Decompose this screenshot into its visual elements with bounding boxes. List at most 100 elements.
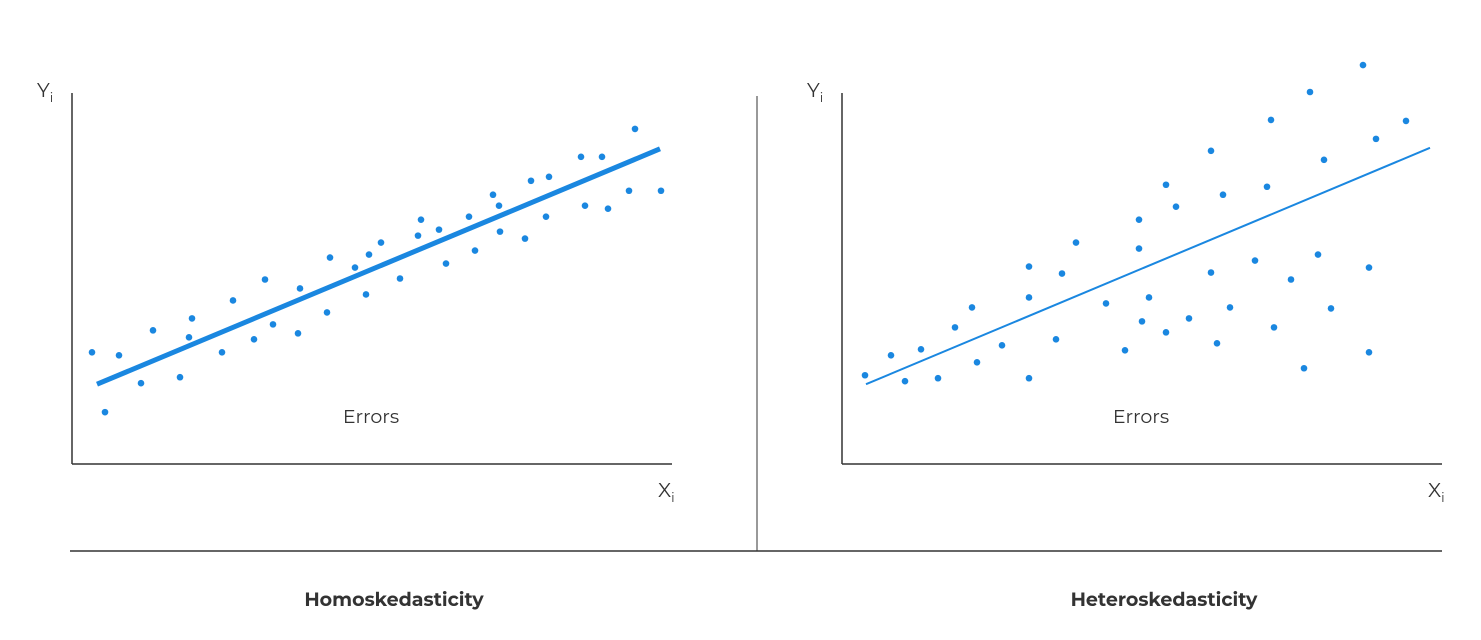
axis-label-sub: i	[820, 90, 824, 106]
data-point	[951, 324, 959, 331]
data-point	[417, 216, 425, 223]
axis-label: Xi	[1428, 479, 1445, 506]
data-point	[1058, 270, 1066, 277]
data-point	[1213, 340, 1221, 347]
data-point	[1402, 117, 1410, 125]
data-point	[917, 346, 925, 353]
data-point	[1251, 257, 1259, 264]
data-point	[521, 235, 529, 242]
data-point	[377, 239, 385, 246]
data-point	[545, 173, 553, 181]
axis-label-main: Y	[807, 79, 820, 103]
trend-line	[96, 146, 661, 387]
data-point	[1025, 263, 1033, 270]
data-point	[1207, 269, 1215, 276]
axis-label: Yi	[807, 79, 823, 106]
data-point	[115, 351, 123, 359]
data-point	[396, 275, 404, 282]
axis-label-sub: i	[671, 490, 675, 506]
data-point	[1135, 216, 1143, 223]
data-point	[88, 349, 96, 356]
data-point	[1145, 294, 1153, 301]
data-point	[1287, 276, 1295, 283]
data-point	[218, 349, 226, 356]
data-point	[1359, 61, 1367, 69]
data-point	[269, 321, 277, 328]
axis-label-sub: i	[1441, 490, 1445, 506]
data-point	[188, 315, 196, 322]
data-point	[185, 334, 193, 341]
data-point	[1102, 300, 1110, 307]
data-point	[365, 251, 373, 258]
data-point	[1072, 239, 1080, 246]
data-point	[496, 228, 504, 235]
data-point	[471, 247, 479, 254]
data-point	[1300, 364, 1308, 372]
data-point	[625, 187, 633, 195]
data-point	[1138, 318, 1146, 325]
data-point	[101, 408, 109, 416]
data-point	[1372, 135, 1380, 143]
data-point	[1207, 147, 1215, 155]
data-point	[1226, 304, 1234, 311]
data-point	[1320, 156, 1328, 164]
annotation: Errors	[343, 405, 399, 428]
data-point	[1267, 116, 1275, 124]
data-point	[250, 336, 258, 343]
data-point	[296, 285, 304, 292]
data-point	[998, 342, 1006, 349]
data-point	[351, 264, 359, 271]
data-point	[435, 226, 443, 233]
data-point	[495, 202, 503, 209]
data-point	[1365, 349, 1373, 356]
data-point	[1135, 245, 1143, 252]
data-point	[1327, 305, 1335, 312]
data-point	[442, 260, 450, 267]
chart-title: Heteroskedasticity	[1071, 588, 1258, 611]
data-point	[934, 374, 942, 382]
data-point	[1025, 374, 1033, 382]
data-point	[581, 202, 589, 209]
data-point	[604, 205, 612, 212]
data-point	[901, 377, 909, 385]
data-point	[1219, 191, 1227, 199]
data-point	[362, 291, 370, 298]
data-point	[1263, 183, 1271, 191]
data-point	[1025, 294, 1033, 301]
data-point	[1314, 251, 1322, 258]
data-point	[598, 153, 606, 161]
axis-label: Xi	[658, 479, 675, 506]
data-point	[1185, 315, 1193, 322]
data-point	[261, 276, 269, 283]
axis-label-main: X	[658, 479, 671, 503]
data-point	[137, 379, 145, 387]
data-point	[1052, 336, 1060, 343]
data-point	[542, 213, 550, 220]
data-point	[229, 297, 237, 304]
data-point	[489, 191, 497, 199]
data-point	[323, 309, 331, 316]
data-point	[887, 351, 895, 359]
data-point	[1121, 347, 1129, 354]
axis-label-main: X	[1428, 479, 1441, 503]
data-point	[465, 213, 473, 220]
data-point	[1306, 88, 1314, 96]
data-point	[527, 177, 535, 185]
data-point	[861, 371, 869, 379]
annotation: Errors	[1113, 405, 1169, 428]
data-point	[149, 327, 157, 334]
trend-line	[865, 146, 1431, 386]
data-point	[414, 232, 422, 239]
data-point	[176, 373, 184, 381]
chart-title: Homoskedasticity	[304, 588, 484, 611]
data-point	[631, 125, 639, 133]
data-point	[1270, 324, 1278, 331]
axis-label: Yi	[37, 79, 53, 106]
data-point	[973, 358, 981, 366]
data-point	[1172, 203, 1180, 210]
data-point	[294, 330, 302, 337]
data-point	[968, 304, 976, 311]
data-point	[577, 153, 585, 161]
data-point	[1162, 181, 1170, 189]
